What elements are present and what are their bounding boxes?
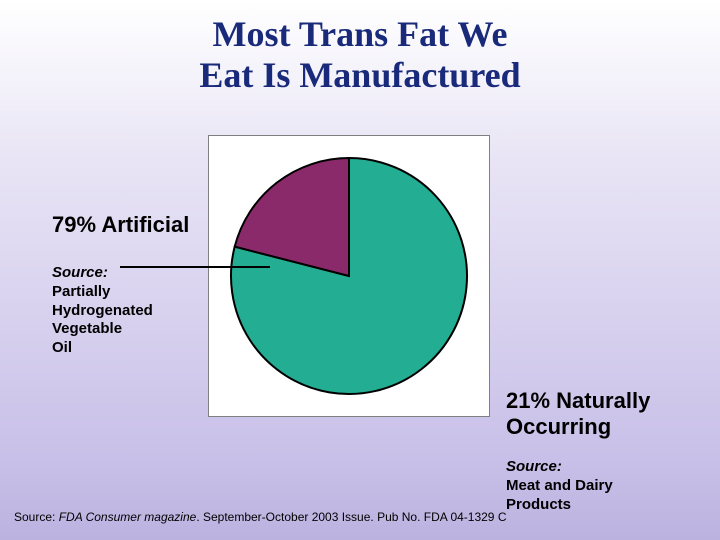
pie-chart-container: [208, 135, 490, 417]
right-source-line2: Products: [506, 496, 706, 515]
right-callout: 21% Naturally Occurring Source: Meat and…: [506, 388, 706, 514]
title-line-1: Most Trans Fat We: [213, 14, 508, 54]
footer-rest: . September-October 2003 Issue. Pub No. …: [196, 510, 506, 524]
right-percent-label: 21% Naturally Occurring: [506, 388, 706, 440]
left-source-label: Source:: [52, 264, 212, 283]
left-source-line3: Vegetable: [52, 320, 212, 339]
footer-pre: Source:: [14, 510, 59, 524]
slide-title: Most Trans Fat We Eat Is Manufactured: [0, 0, 720, 97]
left-callout: 79% Artificial Source: Partially Hydroge…: [52, 212, 212, 358]
left-source-line1: Partially: [52, 283, 212, 302]
right-percent: 21%: [506, 388, 550, 413]
right-source: Source: Meat and Dairy Products: [506, 458, 706, 514]
left-percent: 79%: [52, 212, 96, 237]
right-source-label: Source:: [506, 458, 706, 477]
left-percent-label: 79% Artificial: [52, 212, 212, 238]
left-source: Source: Partially Hydrogenated Vegetable…: [52, 264, 212, 358]
pie-chart: [209, 136, 489, 416]
footer-citation: Source: FDA Consumer magazine. September…: [14, 510, 506, 524]
title-line-2: Eat Is Manufactured: [199, 55, 520, 95]
left-source-line2: Hydrogenated: [52, 302, 212, 321]
right-name2: Occurring: [506, 414, 611, 439]
left-source-line4: Oil: [52, 339, 212, 358]
footer-ital: FDA Consumer magazine: [59, 510, 197, 524]
right-name: Naturally: [556, 388, 650, 413]
right-source-line1: Meat and Dairy: [506, 477, 706, 496]
left-name: Artificial: [101, 212, 189, 237]
